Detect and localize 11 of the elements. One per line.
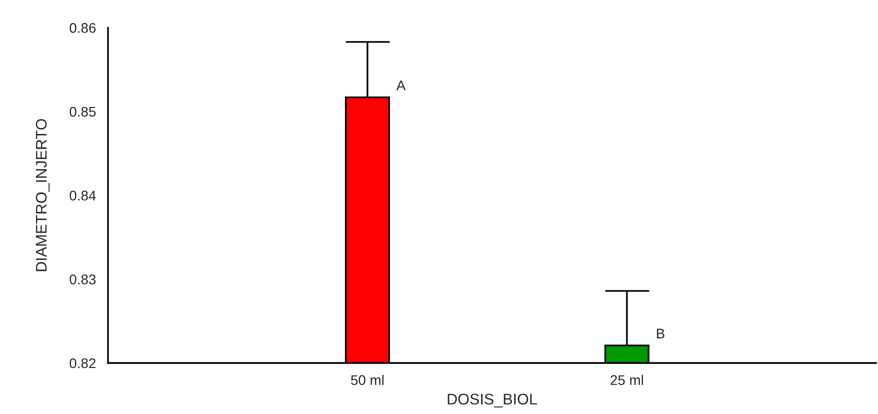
x-tick-label: 50 ml — [351, 374, 384, 386]
y-tick-label: 0.86 — [70, 23, 96, 33]
y-tick-label: 0.84 — [70, 190, 96, 201]
annotation: B — [656, 328, 664, 338]
x-tick-label: 25 ml — [610, 374, 643, 386]
y-tick-label: 0.85 — [70, 106, 96, 117]
annotation: A — [396, 80, 406, 90]
x-axis-title: DOSIS_BIOL — [448, 394, 537, 408]
y-tick-label: 0.83 — [70, 274, 96, 284]
y-axis-title: DIAMETRO_INJERTO — [36, 119, 50, 272]
y-tick-label: 0.82 — [70, 358, 96, 368]
